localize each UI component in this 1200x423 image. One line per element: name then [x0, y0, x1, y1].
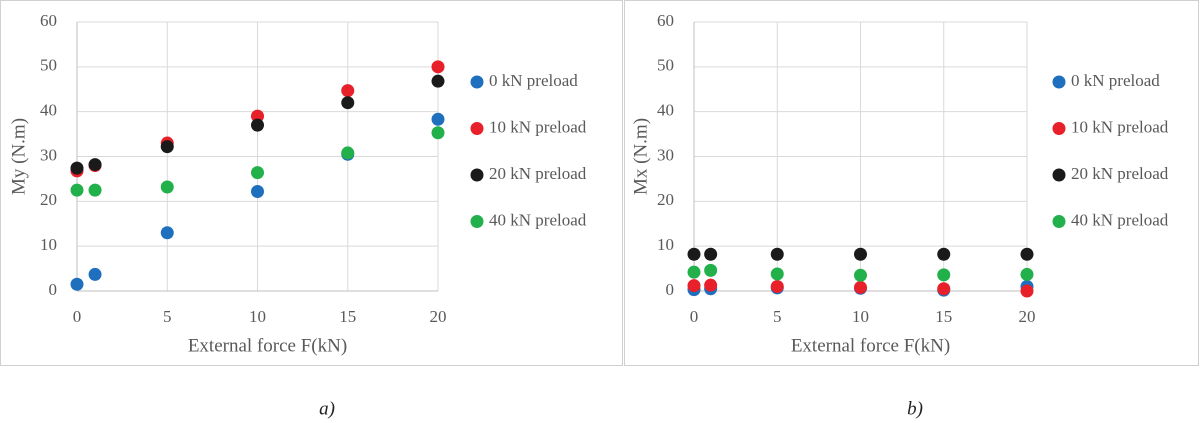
point [704, 247, 718, 261]
x-tick-label: 10 [852, 307, 869, 326]
point [770, 267, 784, 281]
legend-marker [1052, 75, 1066, 89]
legend-marker [470, 75, 484, 89]
y-tick-label: 60 [657, 11, 674, 30]
point [70, 277, 84, 291]
x-tick-label: 15 [339, 307, 356, 326]
legend-marker [470, 215, 484, 228]
y-tick-label: 50 [40, 56, 57, 75]
legend-label: 40 kN preload [489, 210, 587, 229]
x-axis-label: External force F(kN) [791, 335, 950, 356]
point [704, 263, 718, 277]
legend-label: 10 kN preload [489, 117, 587, 136]
y-tick-label: 30 [40, 145, 57, 164]
y-tick-label: 0 [666, 280, 675, 299]
y-tick-label: 40 [657, 101, 674, 120]
legend-label: 20 kN preload [489, 164, 587, 183]
legend-marker [1052, 215, 1066, 228]
legend-marker [1052, 122, 1066, 135]
point [88, 183, 102, 197]
point [160, 180, 174, 194]
point [937, 268, 951, 282]
point [1020, 267, 1034, 281]
x-tick-label: 20 [430, 307, 447, 326]
point [251, 184, 264, 198]
point [687, 265, 701, 279]
y-axis-label: Mx (N.m) [630, 118, 651, 195]
point [770, 280, 784, 294]
caption: a) [319, 398, 335, 419]
point [854, 280, 867, 294]
point [341, 96, 355, 110]
y-tick-label: 10 [657, 235, 674, 254]
x-tick-label: 5 [163, 307, 172, 326]
y-tick-label: 40 [40, 101, 57, 120]
point [770, 247, 784, 261]
point [1020, 247, 1034, 261]
panel-border [0, 0, 623, 366]
point [88, 158, 102, 172]
y-tick-label: 20 [40, 190, 57, 209]
point [70, 161, 84, 175]
point [251, 166, 264, 180]
point [341, 146, 355, 160]
point [431, 74, 445, 88]
x-tick-label: 15 [935, 307, 952, 326]
point [937, 282, 951, 296]
y-axis-label: My (N.m) [8, 118, 29, 195]
point [937, 247, 951, 261]
point [854, 268, 867, 282]
legend-marker [470, 122, 484, 135]
point [1020, 284, 1034, 298]
point [88, 267, 102, 281]
x-tick-label: 10 [249, 307, 266, 326]
point [854, 247, 867, 261]
legend-label: 0 kN preload [489, 71, 578, 90]
x-tick-label: 0 [73, 307, 82, 326]
point [431, 126, 445, 140]
x-axis-label: External force F(kN) [188, 335, 347, 356]
y-tick-label: 0 [49, 280, 58, 299]
legend-label: 40 kN preload [1071, 210, 1169, 229]
y-tick-label: 50 [657, 56, 674, 75]
x-tick-label: 0 [690, 307, 699, 326]
y-tick-label: 30 [657, 145, 674, 164]
point [431, 112, 445, 126]
point [431, 60, 445, 74]
point [251, 118, 264, 132]
y-tick-label: 20 [657, 190, 674, 209]
y-tick-label: 60 [40, 11, 57, 30]
legend-label: 10 kN preload [1071, 117, 1169, 136]
panel-border [624, 0, 1199, 366]
legend-label: 20 kN preload [1071, 164, 1169, 183]
point [70, 183, 84, 197]
point [687, 279, 701, 293]
point [687, 247, 701, 261]
legend-label: 0 kN preload [1071, 71, 1160, 90]
legend-marker [1052, 168, 1066, 182]
point [160, 140, 174, 154]
point [251, 109, 264, 123]
caption: b) [907, 398, 923, 419]
y-tick-label: 10 [40, 235, 57, 254]
point [341, 84, 355, 98]
x-tick-label: 20 [1019, 307, 1036, 326]
legend-marker [470, 168, 484, 182]
x-tick-label: 5 [773, 307, 782, 326]
point [704, 278, 718, 292]
point [160, 226, 174, 240]
